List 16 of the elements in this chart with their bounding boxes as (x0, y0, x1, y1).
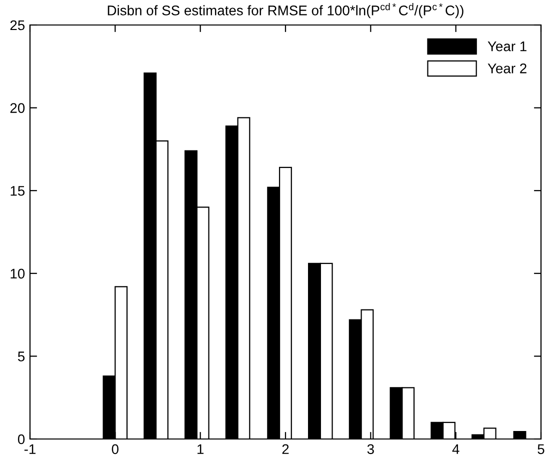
legend-label: Year 1 (488, 42, 526, 52)
x-tick-label: -1 (24, 444, 36, 454)
chart-title: Disbn of SS estimates for RMSE of 100*ln(P$^{cd*}$C$^{d}$/(P$^{c*}$C)) (108, 3, 464, 18)
x-tick-label: 4 (452, 444, 460, 454)
x-tick-label: 0 (112, 444, 118, 454)
y-tick-label: 10 (10, 268, 25, 279)
y-tick-label: 0 (18, 434, 25, 444)
x-tick-label: 3 (367, 444, 374, 454)
legend-label: Year 2 (488, 63, 526, 74)
y-tick-label: 5 (18, 352, 25, 362)
y-tick-label: 20 (10, 103, 25, 113)
x-tick-label: 1 (198, 444, 204, 454)
x-tick-label: 2 (282, 444, 289, 454)
x-tick-label: 5 (538, 444, 544, 454)
y-tick-label: 25 (10, 20, 25, 30)
y-tick-label: 15 (10, 186, 25, 196)
